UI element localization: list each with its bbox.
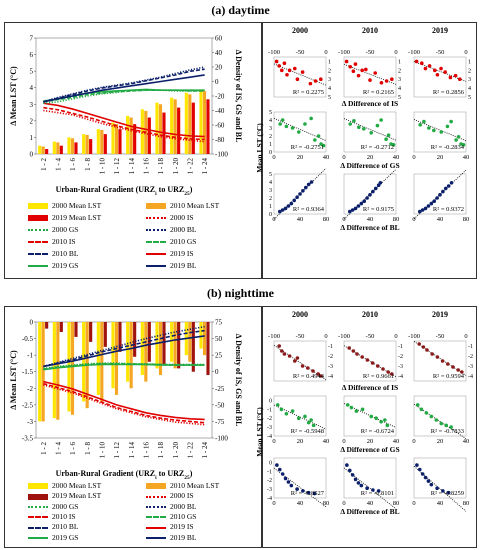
legend-label: 2000 BL [170,501,197,511]
legend-item: 2000 IS [146,213,258,225]
legend-swatch-line [146,526,166,529]
panel-b-main [4,306,262,548]
legend-item: 2000 Mean LST [28,201,140,213]
legend-swatch-line [28,241,48,244]
legend-swatch-line [28,526,48,529]
panel-b-scatter [262,306,477,548]
legend-label: 2010 BL [52,522,79,532]
legend-item: 2010 GS [146,237,258,249]
legend-label: 2019 Mean LST [52,491,102,501]
legend-daytime: 2000 Mean LST 2010 Mean LST 2019 Mean LST 2… [28,201,258,273]
legend-swatch-bar [28,215,48,222]
legend-item: 2010 Mean LST [146,481,258,491]
legend-label: 2000 BL [170,225,197,234]
legend-item: 2000 Mean LST [28,481,140,491]
legend-swatch-bar [146,483,166,490]
legend-swatch-line [146,265,166,268]
legend-label: 2000 GS [52,501,79,511]
legend-item: 2019 Mean LST [28,491,140,501]
legend-label: 2019 IS [170,249,194,258]
legend-item: 2010 Mean LST [146,201,258,213]
legend-swatch-line [28,265,48,268]
legend-swatch-line [146,505,166,508]
legend-item: 2000 BL [146,225,258,237]
legend-swatch-line [146,241,166,244]
legend-item: 2000 BL [146,502,258,512]
legend-swatch-line [28,229,48,232]
legend-label: 2019 BL [170,532,197,542]
legend-item: 2019 BL [146,261,258,273]
legend-swatch-line [146,229,166,232]
legend-item: 2019 GS [28,261,140,273]
legend-label: 2019 GS [52,532,79,542]
legend-label: 2010 IS [52,237,76,246]
legend-label: 2019 Mean LST [52,213,102,222]
legend-swatch-line [146,516,166,519]
legend-item: 2010 IS [28,237,140,249]
legend-label: 2000 Mean LST [52,481,102,490]
legend-label: 2010 Mean LST [170,481,220,490]
legend-item: 2019 GS [28,533,140,543]
legend-swatch-line [146,536,166,539]
legend-label: 2010 GS [170,511,197,521]
legend-item: 2000 GS [28,502,140,512]
legend-swatch-line [28,505,48,508]
legend-item: 2000 IS [146,491,258,501]
legend-label: 2000 GS [52,225,79,234]
legend-label: 2000 IS [170,491,194,501]
legend-swatch-line [146,495,166,498]
legend-swatch-line [28,536,48,539]
legend-label: 2010 BL [52,249,79,258]
legend-item: 2019 Mean LST [28,213,140,225]
legend-swatch-line [28,516,48,519]
legend-item: 2010 BL [28,522,140,532]
legend-item: 2010 GS [146,512,258,522]
legend-swatch-line [146,217,166,220]
legend-label: 2000 Mean LST [52,201,102,210]
title-nighttime: (b) nighttime [207,286,274,300]
legend-item: 2000 GS [28,225,140,237]
legend-label: 2000 IS [170,213,194,222]
legend-item: 2019 IS [146,522,258,532]
legend-item: 2010 IS [28,512,140,522]
legend-label: 2010 GS [170,237,197,246]
legend-label: 2010 Mean LST [170,201,220,210]
legend-nighttime: 2000 Mean LST 2010 Mean LST 2019 Mean LST 2… [28,481,258,543]
legend-item: 2010 BL [28,249,140,261]
legend-swatch-line [28,253,48,256]
legend-item: 2019 BL [146,533,258,543]
panel-a-scatter [262,22,477,279]
legend-label: 2019 GS [52,261,79,270]
legend-label: 2010 IS [52,511,76,521]
legend-label: 2019 BL [170,261,197,270]
title-daytime: (a) daytime [211,3,270,17]
legend-item: 2019 IS [146,249,258,261]
legend-label: 2019 IS [170,522,194,532]
legend-swatch-line [146,253,166,256]
panel-a-main [4,22,262,279]
legend-swatch-bar [146,203,166,210]
legend-swatch-bar [28,203,48,210]
legend-swatch-bar [28,483,48,490]
legend-swatch-bar [28,493,48,500]
